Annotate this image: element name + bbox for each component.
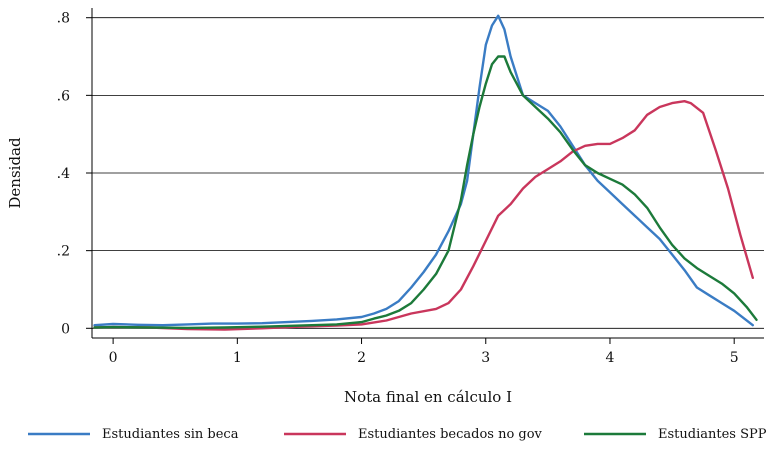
x-tick-label: 3	[481, 350, 490, 366]
series-line-1	[93, 14, 754, 327]
y-tick-label: .4	[57, 166, 70, 182]
series-line-3	[93, 55, 758, 330]
gridlines	[92, 17, 764, 329]
y-axis-title: Densidad	[6, 137, 24, 209]
y-tick-label: 0	[61, 321, 70, 337]
x-tick-label: 0	[109, 350, 118, 366]
x-tick-label: 2	[357, 350, 366, 366]
y-tick-label: .2	[57, 244, 70, 260]
series-lines	[93, 14, 758, 331]
y-tick-label: .8	[57, 11, 70, 27]
x-tick-label: 4	[606, 350, 615, 366]
legend-label-2: Estudiantes becados no gov	[358, 427, 543, 442]
legend-label-1: Estudiantes sin beca	[102, 427, 239, 442]
legend: Estudiantes sin beca Estudiantes becados …	[28, 427, 767, 442]
x-axis-title: Nota final en cálculo I	[344, 388, 512, 406]
series-line-2	[93, 100, 754, 331]
y-tick-label: .6	[57, 88, 70, 104]
legend-label-3: Estudiantes SPP	[658, 427, 767, 442]
ticks: 0 .2 .4 .6 .8 0 1 2 3 4 5	[57, 11, 739, 366]
x-tick-label: 1	[233, 350, 242, 366]
x-tick-label: 5	[730, 350, 739, 366]
